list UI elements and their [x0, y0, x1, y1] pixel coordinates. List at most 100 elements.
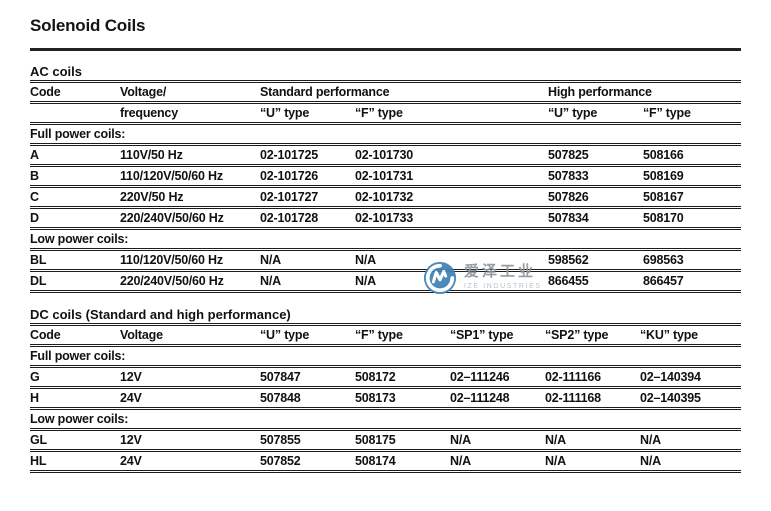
cell-high-u: 866455	[548, 274, 589, 288]
table-row-dl: DL 220/240V/50/60 Hz N/A N/A 866455 8664…	[30, 272, 741, 293]
cell-std-u: 02-101727	[260, 190, 318, 204]
dc-coils-table: DC coils (Standard and high performance)…	[30, 306, 741, 473]
cell-std-u: N/A	[260, 274, 281, 288]
col-header-u-type: “U” type	[260, 328, 310, 342]
ac-group-label-full-power: Full power coils:	[30, 125, 741, 146]
cell-ku: N/A	[640, 433, 661, 447]
cell-std-f: 02-101732	[355, 190, 413, 204]
col-header-standard-performance: Standard performance	[260, 85, 390, 99]
col-header-sp1-type: “SP1” type	[450, 328, 514, 342]
cell-voltage: 24V	[120, 391, 142, 405]
group-label: Full power coils:	[30, 349, 126, 363]
page-title: Solenoid Coils	[30, 16, 146, 35]
cell-high-u: 507834	[548, 211, 589, 225]
cell-f: 508172	[355, 370, 396, 384]
cell-u: 507852	[260, 454, 301, 468]
cell-high-f: 698563	[643, 253, 684, 267]
cell-std-u: 02-101725	[260, 148, 318, 162]
col-header-std-u-type: “U” type	[260, 106, 310, 120]
ac-header-row-2: frequency “U” type “F” type “U” type “F”…	[30, 104, 741, 125]
cell-ku: N/A	[640, 454, 661, 468]
cell-high-f: 508167	[643, 190, 684, 204]
cell-u: 507855	[260, 433, 301, 447]
cell-std-f: 02-101730	[355, 148, 413, 162]
cell-std-u: N/A	[260, 253, 281, 267]
cell-voltage: 12V	[120, 370, 142, 384]
cell-code: HL	[30, 454, 47, 468]
ac-group-label-low-power: Low power coils:	[30, 230, 741, 251]
col-header-high-f-type: “F” type	[643, 106, 691, 120]
cell-voltage: 12V	[120, 433, 142, 447]
cell-ku: 02–140395	[640, 391, 701, 405]
cell-code: H	[30, 391, 39, 405]
table-row-d: D 220/240V/50/60 Hz 02-101728 02-101733 …	[30, 209, 741, 230]
dc-group-label-full-power: Full power coils:	[30, 347, 741, 368]
dc-group-label-low-power: Low power coils:	[30, 410, 741, 431]
table-row-hl: HL 24V 507852 508174 N/A N/A N/A	[30, 452, 741, 473]
cell-code: D	[30, 211, 39, 225]
cell-f: 508175	[355, 433, 396, 447]
dc-section-title: DC coils (Standard and high performance)	[30, 306, 741, 326]
table-row-c: C 220V/50 Hz 02-101727 02-101732 507826 …	[30, 188, 741, 209]
table-row-a: A 110V/50 Hz 02-101725 02-101730 507825 …	[30, 146, 741, 167]
dc-header-row: Code Voltage “U” type “F” type “SP1” typ…	[30, 326, 741, 347]
cell-voltage: 24V	[120, 454, 142, 468]
table-row-b: B 110/120V/50/60 Hz 02-101726 02-101731 …	[30, 167, 741, 188]
cell-high-f: 508169	[643, 169, 684, 183]
cell-code: A	[30, 148, 39, 162]
col-header-f-type: “F” type	[355, 328, 403, 342]
cell-std-f: 02-101733	[355, 211, 413, 225]
table-row-h: H 24V 507848 508173 02–111248 02-111168 …	[30, 389, 741, 410]
group-label: Full power coils:	[30, 127, 126, 141]
cell-voltage: 220V/50 Hz	[120, 190, 184, 204]
group-label: Low power coils:	[30, 232, 129, 246]
cell-high-u: 507825	[548, 148, 589, 162]
cell-code: BL	[30, 253, 47, 267]
ac-header-row-1: Code Voltage/ Standard performance High …	[30, 83, 741, 104]
cell-high-u: 507833	[548, 169, 589, 183]
col-header-ku-type: “KU” type	[640, 328, 698, 342]
group-label: Low power coils:	[30, 412, 129, 426]
table-row-g: G 12V 507847 508172 02–111246 02-111166 …	[30, 368, 741, 389]
cell-std-u: 02-101726	[260, 169, 318, 183]
cell-u: 507847	[260, 370, 301, 384]
cell-high-f: 508170	[643, 211, 684, 225]
table-row-gl: GL 12V 507855 508175 N/A N/A N/A	[30, 431, 741, 452]
cell-sp2: 02-111168	[545, 391, 601, 405]
cell-voltage: 110/120V/50/60 Hz	[120, 169, 223, 183]
cell-voltage: 220/240V/50/60 Hz	[120, 274, 224, 288]
cell-voltage: 110V/50 Hz	[120, 148, 183, 162]
col-header-high-u-type: “U” type	[548, 106, 598, 120]
cell-high-f: 508166	[643, 148, 684, 162]
cell-voltage: 220/240V/50/60 Hz	[120, 211, 224, 225]
cell-sp2: N/A	[545, 433, 566, 447]
col-header-empty	[30, 104, 120, 122]
col-header-voltage: Voltage/	[120, 85, 167, 99]
col-header-code: Code	[30, 85, 61, 99]
cell-std-f: 02-101731	[355, 169, 413, 183]
col-header-high-performance: High performance	[548, 85, 652, 99]
cell-ku: 02–140394	[640, 370, 701, 384]
col-header-sp2-type: “SP2” type	[545, 328, 609, 342]
table-row-bl: BL 110/120V/50/60 Hz N/A N/A 598562 6985…	[30, 251, 741, 272]
cell-std-u: 02-101728	[260, 211, 318, 225]
cell-f: 508174	[355, 454, 396, 468]
ac-coils-table: AC coils Code Voltage/ Standard performa…	[30, 63, 741, 293]
ac-section-title: AC coils	[30, 63, 741, 83]
cell-high-u: 598562	[548, 253, 589, 267]
cell-std-f: N/A	[355, 253, 376, 267]
title-rule	[30, 48, 741, 51]
col-header-voltage: Voltage	[120, 328, 163, 342]
col-header-std-f-type: “F” type	[355, 106, 403, 120]
cell-code: GL	[30, 433, 47, 447]
cell-sp2: N/A	[545, 454, 566, 468]
cell-code: B	[30, 169, 39, 183]
cell-code: C	[30, 190, 39, 204]
col-header-code: Code	[30, 328, 61, 342]
cell-std-f: N/A	[355, 274, 376, 288]
cell-sp1: 02–111246	[450, 370, 510, 384]
col-header-frequency: frequency	[120, 106, 178, 120]
cell-sp1: N/A	[450, 433, 471, 447]
cell-sp1: N/A	[450, 454, 471, 468]
